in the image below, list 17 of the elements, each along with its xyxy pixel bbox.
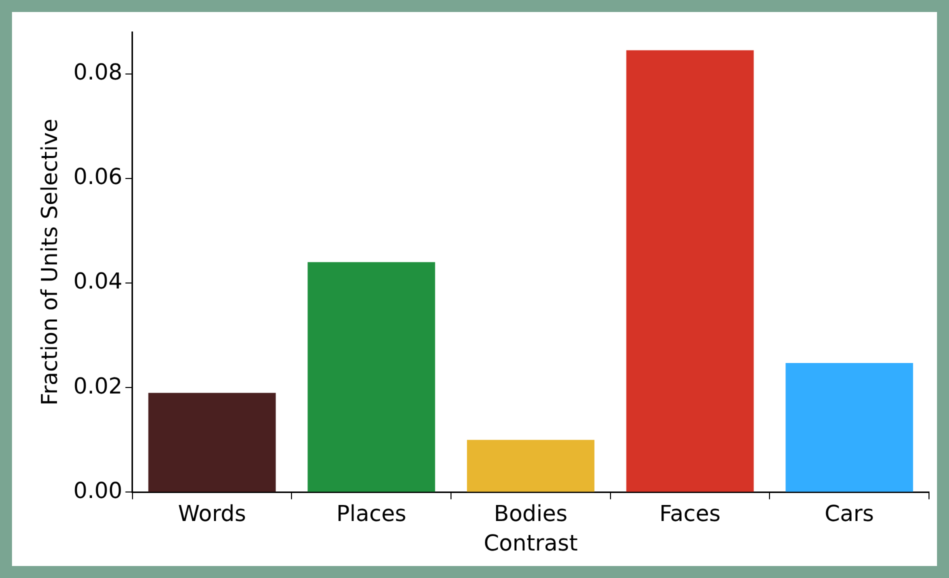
x-tick-label: Bodies bbox=[494, 502, 568, 528]
y-tick-label: 0.04 bbox=[73, 270, 122, 295]
bar bbox=[148, 392, 276, 492]
bar bbox=[308, 262, 436, 492]
y-tick-label: 0.06 bbox=[73, 165, 122, 190]
y-axis-title: Fraction of Units Selective bbox=[38, 118, 63, 406]
y-tick-label: 0.08 bbox=[73, 60, 122, 86]
x-tick-label: Places bbox=[336, 502, 406, 528]
bar bbox=[626, 50, 754, 492]
y-tick-label: 0.00 bbox=[73, 478, 122, 504]
x-tick-label: Cars bbox=[824, 502, 874, 528]
bar bbox=[466, 440, 594, 492]
x-axis-title: Contrast bbox=[484, 532, 578, 557]
bar bbox=[786, 363, 914, 492]
x-tick-label: Words bbox=[178, 502, 246, 528]
x-tick-label: Faces bbox=[659, 502, 721, 528]
y-tick-label: 0.02 bbox=[73, 374, 122, 400]
